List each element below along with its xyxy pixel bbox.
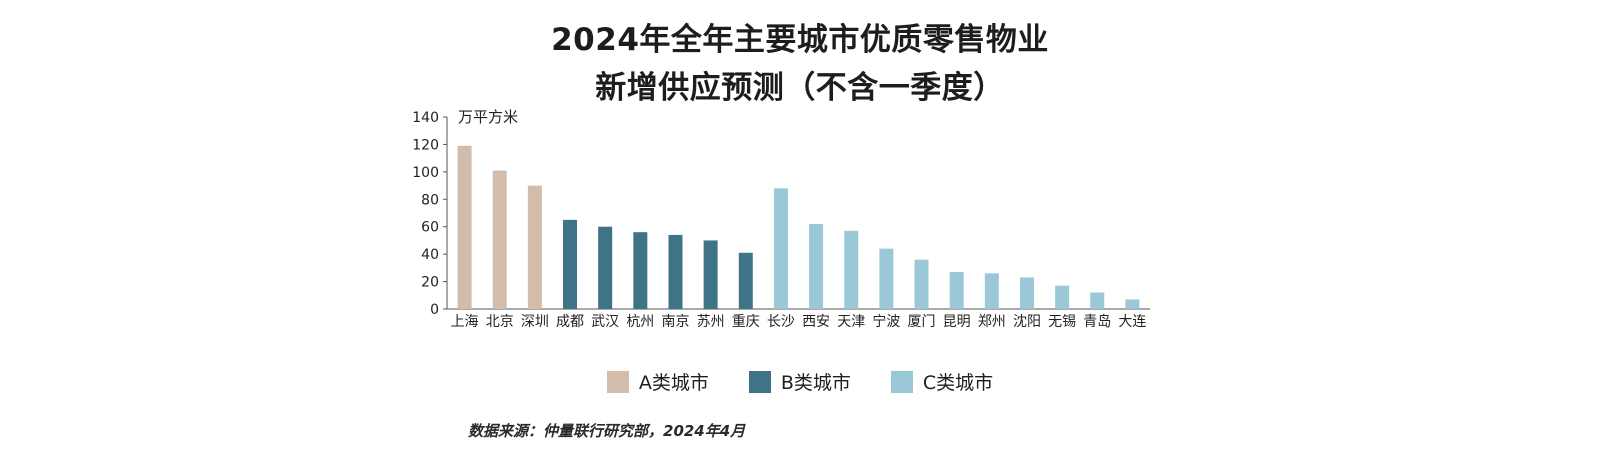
chart-axes bbox=[443, 116, 1150, 310]
x-tick-label: 青岛 bbox=[1083, 314, 1111, 330]
x-tick-label: 深圳 bbox=[521, 314, 549, 330]
x-tick-label: 重庆 bbox=[732, 314, 760, 330]
bar-13 bbox=[879, 248, 894, 309]
x-tick-label: 宁波 bbox=[872, 313, 900, 330]
bar-5 bbox=[598, 226, 613, 309]
x-tick-label: 西安 bbox=[802, 314, 830, 330]
y-axis-unit-label: 万平方米 bbox=[458, 108, 518, 126]
legend-item-a: A类城市 bbox=[606, 368, 709, 395]
bar-4 bbox=[563, 219, 578, 309]
legend-item-c: C类城市 bbox=[890, 368, 994, 395]
bar-9 bbox=[738, 252, 753, 309]
bar-12 bbox=[844, 230, 859, 309]
bar-17 bbox=[1019, 277, 1034, 309]
x-tick-label: 沈阳 bbox=[1013, 314, 1041, 330]
legend-label-c: C类城市 bbox=[922, 372, 994, 394]
bar-3 bbox=[527, 185, 542, 309]
chart-bars bbox=[457, 145, 1140, 309]
bar-7 bbox=[668, 234, 683, 309]
chart-title-line1: 2024年全年主要城市优质零售物业 bbox=[551, 22, 1049, 58]
y-tick-label: 100 bbox=[412, 165, 439, 181]
bar-16 bbox=[984, 273, 999, 309]
chart-legend: A类城市 B类城市 C类城市 bbox=[0, 368, 1600, 395]
bar-18 bbox=[1055, 285, 1070, 309]
legend-label-a: A类城市 bbox=[638, 372, 709, 394]
y-tick-label: 120 bbox=[412, 137, 439, 153]
x-tick-label: 上海 bbox=[451, 314, 479, 330]
bar-6 bbox=[633, 232, 648, 309]
bar-20 bbox=[1125, 299, 1140, 309]
source-note: 数据来源：仲量联行研究部，2024年4月 bbox=[468, 422, 746, 440]
y-tick-label: 60 bbox=[421, 220, 439, 236]
x-tick-label: 成都 bbox=[556, 314, 584, 330]
bar-19 bbox=[1090, 292, 1105, 309]
x-tick-label: 南京 bbox=[661, 314, 689, 330]
x-tick-label: 昆明 bbox=[943, 314, 971, 330]
x-tick-label: 长沙 bbox=[767, 314, 795, 330]
x-tick-label: 北京 bbox=[486, 314, 514, 330]
y-tick-label: 40 bbox=[421, 247, 439, 263]
chart-title-line2: 新增供应预测（不含一季度） bbox=[595, 70, 1005, 106]
bar-2 bbox=[492, 170, 507, 309]
x-tick-label: 苏州 bbox=[697, 314, 725, 330]
x-tick-label: 武汉 bbox=[591, 314, 619, 330]
y-tick-label: 80 bbox=[421, 192, 439, 208]
legend-item-b: B类城市 bbox=[748, 368, 851, 395]
legend-swatch-a bbox=[606, 370, 629, 393]
bar-15 bbox=[949, 271, 964, 309]
bar-8 bbox=[703, 240, 718, 309]
legend-swatch-c bbox=[890, 370, 913, 393]
bar-14 bbox=[914, 259, 929, 309]
bar-10 bbox=[773, 188, 788, 309]
x-tick-label: 天津 bbox=[837, 314, 865, 330]
x-tick-label: 郑州 bbox=[978, 314, 1006, 330]
legend-label-b: B类城市 bbox=[780, 372, 851, 394]
x-tick-label: 厦门 bbox=[908, 314, 936, 330]
legend-swatch-b bbox=[748, 370, 771, 393]
y-tick-label: 140 bbox=[412, 110, 439, 126]
bar-11 bbox=[809, 223, 824, 309]
x-tick-label: 无锡 bbox=[1048, 314, 1076, 330]
y-tick-label: 20 bbox=[421, 275, 439, 291]
y-tick-label: 0 bbox=[430, 302, 439, 318]
x-tick-label: 大连 bbox=[1118, 314, 1146, 330]
bar-1 bbox=[457, 145, 472, 309]
x-tick-label: 杭州 bbox=[626, 314, 654, 330]
